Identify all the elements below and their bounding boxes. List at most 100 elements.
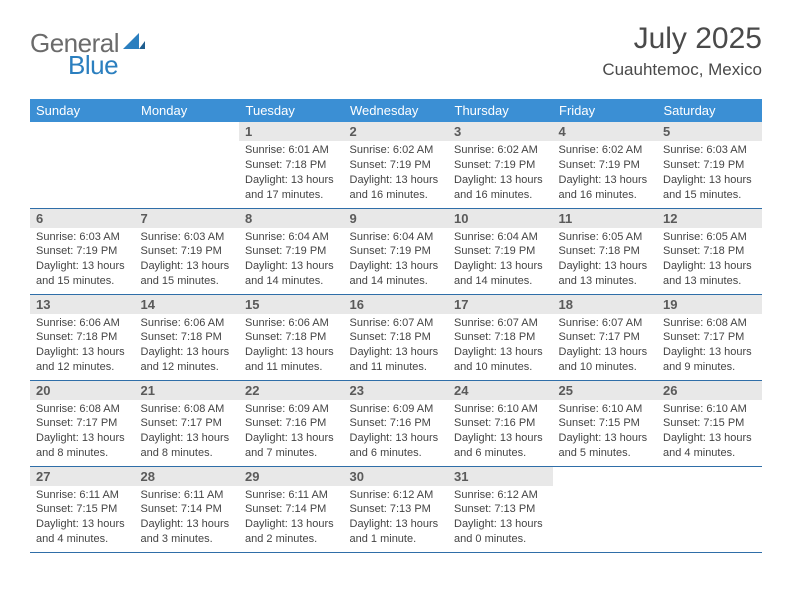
day-body: Sunrise: 6:08 AMSunset: 7:17 PMDaylight:… bbox=[30, 400, 135, 465]
calendar-day-cell: 24Sunrise: 6:10 AMSunset: 7:16 PMDayligh… bbox=[448, 380, 553, 466]
day-body: Sunrise: 6:03 AMSunset: 7:19 PMDaylight:… bbox=[30, 228, 135, 293]
calendar-day-cell: 12Sunrise: 6:05 AMSunset: 7:18 PMDayligh… bbox=[657, 208, 762, 294]
month-title: July 2025 bbox=[602, 22, 762, 56]
day-number: 25 bbox=[553, 381, 658, 400]
calendar-day-cell: 9Sunrise: 6:04 AMSunset: 7:19 PMDaylight… bbox=[344, 208, 449, 294]
day-body: Sunrise: 6:07 AMSunset: 7:18 PMDaylight:… bbox=[448, 314, 553, 379]
day-body: Sunrise: 6:11 AMSunset: 7:14 PMDaylight:… bbox=[239, 486, 344, 551]
calendar-day-cell: 31Sunrise: 6:12 AMSunset: 7:13 PMDayligh… bbox=[448, 466, 553, 552]
day-number: 21 bbox=[135, 381, 240, 400]
calendar-day-cell: 30Sunrise: 6:12 AMSunset: 7:13 PMDayligh… bbox=[344, 466, 449, 552]
day-number: 22 bbox=[239, 381, 344, 400]
calendar-day-cell: 13Sunrise: 6:06 AMSunset: 7:18 PMDayligh… bbox=[30, 294, 135, 380]
day-body: Sunrise: 6:07 AMSunset: 7:17 PMDaylight:… bbox=[553, 314, 658, 379]
day-body: Sunrise: 6:02 AMSunset: 7:19 PMDaylight:… bbox=[448, 141, 553, 206]
day-body: Sunrise: 6:02 AMSunset: 7:19 PMDaylight:… bbox=[553, 141, 658, 206]
day-number: 24 bbox=[448, 381, 553, 400]
calendar-day-cell: 6Sunrise: 6:03 AMSunset: 7:19 PMDaylight… bbox=[30, 208, 135, 294]
day-number: 5 bbox=[657, 122, 762, 141]
day-body: Sunrise: 6:05 AMSunset: 7:18 PMDaylight:… bbox=[657, 228, 762, 293]
calendar-day-cell: 5Sunrise: 6:03 AMSunset: 7:19 PMDaylight… bbox=[657, 122, 762, 208]
calendar-day-cell: 7Sunrise: 6:03 AMSunset: 7:19 PMDaylight… bbox=[135, 208, 240, 294]
day-number: 9 bbox=[344, 209, 449, 228]
calendar-day-cell: 8Sunrise: 6:04 AMSunset: 7:19 PMDaylight… bbox=[239, 208, 344, 294]
day-number: 28 bbox=[135, 467, 240, 486]
location: Cuauhtemoc, Mexico bbox=[602, 60, 762, 80]
day-body: Sunrise: 6:05 AMSunset: 7:18 PMDaylight:… bbox=[553, 228, 658, 293]
day-body: Sunrise: 6:08 AMSunset: 7:17 PMDaylight:… bbox=[135, 400, 240, 465]
calendar-day-cell: 14Sunrise: 6:06 AMSunset: 7:18 PMDayligh… bbox=[135, 294, 240, 380]
day-number: 27 bbox=[30, 467, 135, 486]
day-number: 19 bbox=[657, 295, 762, 314]
calendar-day-cell: 2Sunrise: 6:02 AMSunset: 7:19 PMDaylight… bbox=[344, 122, 449, 208]
day-number: 8 bbox=[239, 209, 344, 228]
logo-text-blue: Blue bbox=[68, 50, 118, 81]
calendar-week-row: ....1Sunrise: 6:01 AMSunset: 7:18 PMDayl… bbox=[30, 122, 762, 208]
day-number: 23 bbox=[344, 381, 449, 400]
calendar-day-cell: .. bbox=[30, 122, 135, 208]
calendar-day-cell: 20Sunrise: 6:08 AMSunset: 7:17 PMDayligh… bbox=[30, 380, 135, 466]
day-number: 30 bbox=[344, 467, 449, 486]
calendar-day-cell: 17Sunrise: 6:07 AMSunset: 7:18 PMDayligh… bbox=[448, 294, 553, 380]
weekday-header-row: SundayMondayTuesdayWednesdayThursdayFrid… bbox=[30, 99, 762, 122]
calendar-day-cell: 3Sunrise: 6:02 AMSunset: 7:19 PMDaylight… bbox=[448, 122, 553, 208]
weekday-header: Wednesday bbox=[344, 99, 449, 122]
calendar-day-cell: .. bbox=[553, 466, 658, 552]
calendar-day-cell: 25Sunrise: 6:10 AMSunset: 7:15 PMDayligh… bbox=[553, 380, 658, 466]
day-number: 4 bbox=[553, 122, 658, 141]
day-number: 6 bbox=[30, 209, 135, 228]
day-body: Sunrise: 6:09 AMSunset: 7:16 PMDaylight:… bbox=[239, 400, 344, 465]
day-body: Sunrise: 6:04 AMSunset: 7:19 PMDaylight:… bbox=[448, 228, 553, 293]
calendar-day-cell: .. bbox=[657, 466, 762, 552]
calendar-table: SundayMondayTuesdayWednesdayThursdayFrid… bbox=[30, 99, 762, 553]
day-body: Sunrise: 6:03 AMSunset: 7:19 PMDaylight:… bbox=[135, 228, 240, 293]
day-body: Sunrise: 6:06 AMSunset: 7:18 PMDaylight:… bbox=[135, 314, 240, 379]
day-body: Sunrise: 6:11 AMSunset: 7:14 PMDaylight:… bbox=[135, 486, 240, 551]
weekday-header: Thursday bbox=[448, 99, 553, 122]
calendar-week-row: 13Sunrise: 6:06 AMSunset: 7:18 PMDayligh… bbox=[30, 294, 762, 380]
day-number: 16 bbox=[344, 295, 449, 314]
day-number: 15 bbox=[239, 295, 344, 314]
day-body: Sunrise: 6:09 AMSunset: 7:16 PMDaylight:… bbox=[344, 400, 449, 465]
calendar-week-row: 6Sunrise: 6:03 AMSunset: 7:19 PMDaylight… bbox=[30, 208, 762, 294]
calendar-week-row: 20Sunrise: 6:08 AMSunset: 7:17 PMDayligh… bbox=[30, 380, 762, 466]
weekday-header: Tuesday bbox=[239, 99, 344, 122]
day-body: Sunrise: 6:12 AMSunset: 7:13 PMDaylight:… bbox=[344, 486, 449, 551]
day-body: Sunrise: 6:12 AMSunset: 7:13 PMDaylight:… bbox=[448, 486, 553, 551]
day-number: 26 bbox=[657, 381, 762, 400]
day-number: 20 bbox=[30, 381, 135, 400]
calendar-day-cell: 16Sunrise: 6:07 AMSunset: 7:18 PMDayligh… bbox=[344, 294, 449, 380]
day-number: 29 bbox=[239, 467, 344, 486]
day-number: 2 bbox=[344, 122, 449, 141]
calendar-week-row: 27Sunrise: 6:11 AMSunset: 7:15 PMDayligh… bbox=[30, 466, 762, 552]
weekday-header: Saturday bbox=[657, 99, 762, 122]
calendar-day-cell: 21Sunrise: 6:08 AMSunset: 7:17 PMDayligh… bbox=[135, 380, 240, 466]
calendar-day-cell: 26Sunrise: 6:10 AMSunset: 7:15 PMDayligh… bbox=[657, 380, 762, 466]
day-body: Sunrise: 6:01 AMSunset: 7:18 PMDaylight:… bbox=[239, 141, 344, 206]
day-body: Sunrise: 6:04 AMSunset: 7:19 PMDaylight:… bbox=[344, 228, 449, 293]
calendar-day-cell: 10Sunrise: 6:04 AMSunset: 7:19 PMDayligh… bbox=[448, 208, 553, 294]
day-number: 12 bbox=[657, 209, 762, 228]
day-body: Sunrise: 6:06 AMSunset: 7:18 PMDaylight:… bbox=[30, 314, 135, 379]
day-number: 3 bbox=[448, 122, 553, 141]
day-number: 13 bbox=[30, 295, 135, 314]
calendar-day-cell: 29Sunrise: 6:11 AMSunset: 7:14 PMDayligh… bbox=[239, 466, 344, 552]
weekday-header: Friday bbox=[553, 99, 658, 122]
calendar-day-cell: 23Sunrise: 6:09 AMSunset: 7:16 PMDayligh… bbox=[344, 380, 449, 466]
day-body: Sunrise: 6:06 AMSunset: 7:18 PMDaylight:… bbox=[239, 314, 344, 379]
day-body: Sunrise: 6:03 AMSunset: 7:19 PMDaylight:… bbox=[657, 141, 762, 206]
weekday-header: Sunday bbox=[30, 99, 135, 122]
calendar-day-cell: 28Sunrise: 6:11 AMSunset: 7:14 PMDayligh… bbox=[135, 466, 240, 552]
day-number: 17 bbox=[448, 295, 553, 314]
day-body: Sunrise: 6:04 AMSunset: 7:19 PMDaylight:… bbox=[239, 228, 344, 293]
day-number: 18 bbox=[553, 295, 658, 314]
day-number: 1 bbox=[239, 122, 344, 141]
calendar-day-cell: 18Sunrise: 6:07 AMSunset: 7:17 PMDayligh… bbox=[553, 294, 658, 380]
day-number: 11 bbox=[553, 209, 658, 228]
calendar-day-cell: 27Sunrise: 6:11 AMSunset: 7:15 PMDayligh… bbox=[30, 466, 135, 552]
logo-sail-icon bbox=[123, 31, 145, 56]
day-body: Sunrise: 6:07 AMSunset: 7:18 PMDaylight:… bbox=[344, 314, 449, 379]
calendar-day-cell: 4Sunrise: 6:02 AMSunset: 7:19 PMDaylight… bbox=[553, 122, 658, 208]
day-body: Sunrise: 6:08 AMSunset: 7:17 PMDaylight:… bbox=[657, 314, 762, 379]
day-body: Sunrise: 6:10 AMSunset: 7:16 PMDaylight:… bbox=[448, 400, 553, 465]
